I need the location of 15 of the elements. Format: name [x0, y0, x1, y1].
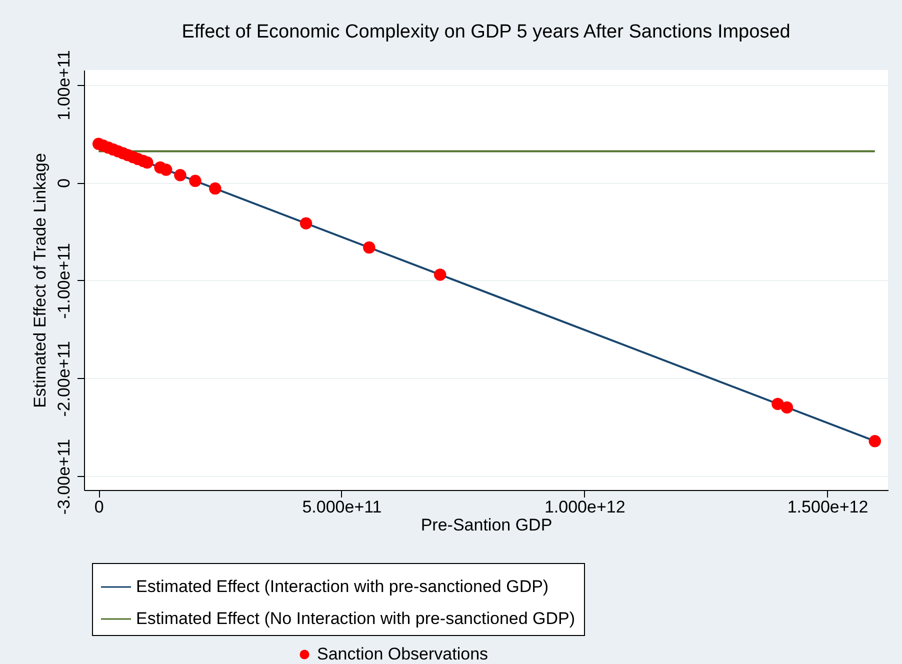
legend-label: Estimated Effect (No Interaction with pre-sanctioned GDP)	[136, 609, 576, 628]
y-tick-label: -3.00e+11	[54, 438, 74, 515]
chart-title: Effect of Economic Complexity on GDP 5 years After Sanctions Imposed	[182, 22, 790, 43]
y-tick-label: -1.00e+11	[54, 243, 74, 319]
legend-label: Estimated Effect (Interaction with pre-sanctioned GDP)	[136, 577, 549, 596]
x-tick-label: 5.000e+11	[302, 498, 382, 516]
x-tick-label: 0	[94, 498, 104, 516]
y-tick-label: -2.00e+11	[54, 341, 74, 417]
x-axis-title: Pre-Santion GDP	[420, 516, 552, 534]
y-axis-title: Estimated Effect of Trade Linkage	[30, 153, 50, 408]
y-tick-label: 0	[54, 178, 74, 188]
legend-label: Sanction Observations	[317, 644, 488, 664]
x-tick-label: 1.500e+12	[787, 498, 868, 516]
y-tick-label: 1.00e+11	[54, 50, 74, 120]
x-tick-label: 1.000e+12	[544, 498, 626, 516]
